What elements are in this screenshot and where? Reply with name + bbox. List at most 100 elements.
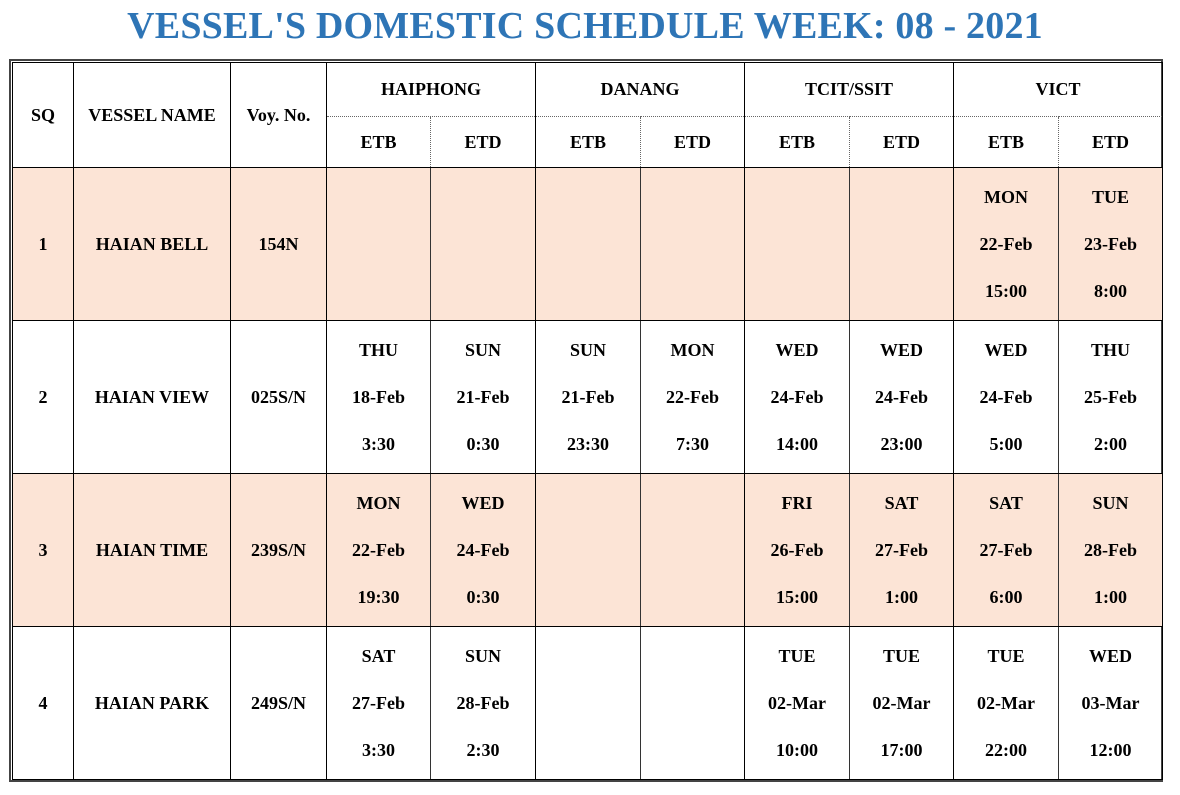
vict-etb-entry: SAT 27-Feb 6:00: [954, 493, 1058, 607]
schedule-date: 28-Feb: [1084, 540, 1138, 560]
schedule-time: 14:00: [776, 434, 819, 454]
haiphong-etb-cell: THU 18-Feb 3:30: [326, 320, 431, 474]
header-port-danang: DANANG: [535, 62, 746, 117]
vict-etd-cell: WED 03-Mar 12:00: [1058, 626, 1164, 780]
vict-etd-entry: WED 03-Mar 12:00: [1059, 646, 1162, 760]
schedule-day: MON: [984, 187, 1029, 207]
schedule-time: 12:00: [1089, 740, 1132, 760]
header-danang-etb: ETB: [535, 116, 642, 168]
schedule-day: SAT: [989, 493, 1023, 513]
haiphong-etd-cell: SUN 21-Feb 0:30: [429, 320, 537, 474]
schedule-date: 24-Feb: [979, 387, 1033, 407]
vessel-name: HAIAN BELL: [73, 167, 231, 321]
schedule-time: 5:00: [989, 434, 1023, 454]
danang-etb-cell: [535, 473, 642, 627]
schedule-time: 3:30: [362, 434, 395, 454]
schedule-date: 03-Mar: [1081, 693, 1140, 713]
schedule-day: WED: [880, 340, 924, 360]
header-danang-etd: ETD: [640, 116, 746, 168]
danang-etd-cell: MON 22-Feb 7:30: [640, 320, 746, 474]
schedule-date: 02-Mar: [768, 693, 826, 713]
schedule-day: MON: [356, 493, 401, 513]
schedule-day: SUN: [465, 646, 502, 666]
haiphong-etb-entry: THU 18-Feb 3:30: [327, 340, 430, 454]
header-port-haiphong: HAIPHONG: [325, 62, 537, 117]
schedule-time: 22:00: [985, 740, 1028, 760]
schedule-date: 18-Feb: [352, 387, 405, 407]
schedule-time: 19:30: [357, 587, 400, 607]
schedule-time: 2:00: [1094, 434, 1128, 454]
header-sq: SQ: [12, 62, 74, 168]
haiphong-etb-cell: [326, 167, 431, 321]
haiphong-etd-cell: WED 24-Feb 0:30: [429, 473, 537, 627]
header-port-tcit-ssit: TCIT/SSIT: [744, 62, 955, 117]
schedule-date: 22-Feb: [352, 540, 405, 560]
row-sq: 2: [12, 320, 74, 474]
vict-etd-cell: THU 25-Feb 2:00: [1058, 320, 1164, 474]
haiphong-etd-entry: SUN 28-Feb 2:30: [431, 646, 535, 760]
vict-etb-cell: TUE 02-Mar 22:00: [953, 626, 1060, 780]
vict-etb-cell: MON 22-Feb 15:00: [953, 167, 1060, 321]
page-title: VESSEL'S DOMESTIC SCHEDULE WEEK: 08 - 20…: [127, 5, 1043, 47]
schedule-table: SQ VESSEL NAME Voy. No. HAIPHONG DANANG …: [12, 62, 1164, 780]
schedule-time: 1:00: [885, 587, 919, 607]
header-voy-no: Voy. No.: [230, 62, 327, 168]
schedule-date: 24-Feb: [770, 387, 824, 407]
danang-etd-cell: [640, 167, 746, 321]
schedule-time: 10:00: [776, 740, 819, 760]
tcit-etb-cell: TUE 02-Mar 10:00: [744, 626, 851, 780]
schedule-date: 21-Feb: [561, 387, 615, 407]
schedule-date: 27-Feb: [875, 540, 929, 560]
vict-etd-entry: SUN 28-Feb 1:00: [1059, 493, 1162, 607]
schedule-day: SUN: [465, 340, 502, 360]
tcit-etd-cell: SAT 27-Feb 1:00: [849, 473, 955, 627]
voyage-number: 154N: [230, 167, 327, 321]
header-row-ports: SQ VESSEL NAME Voy. No. HAIPHONG DANANG …: [12, 62, 1164, 168]
header-vict-etb: ETB: [953, 116, 1060, 168]
voyage-number: 249S/N: [230, 626, 327, 780]
schedule-time: 23:30: [567, 434, 610, 454]
schedule-day: SAT: [884, 493, 919, 513]
schedule-date: 25-Feb: [1084, 387, 1138, 407]
schedule-date: 28-Feb: [456, 693, 510, 713]
danang-etd-cell: [640, 626, 746, 780]
schedule-day: WED: [775, 340, 819, 360]
tcit-etb-entry: FRI 26-Feb 15:00: [745, 493, 849, 607]
schedule-date: 24-Feb: [875, 387, 929, 407]
haiphong-etd-cell: [429, 167, 537, 321]
schedule-day: THU: [1091, 340, 1131, 360]
header-tcit-etb: ETB: [744, 116, 851, 168]
header-tcit-etd: ETD: [849, 116, 955, 168]
voyage-number: 025S/N: [230, 320, 327, 474]
danang-etb-entry: SUN 21-Feb 23:30: [536, 340, 640, 454]
haiphong-etd-cell: SUN 28-Feb 2:30: [429, 626, 537, 780]
schedule-row: 3 HAIAN TIME 239S/N MON 22-Feb 19:30 WED 24-Feb…: [12, 473, 1164, 627]
schedule-time: 8:00: [1094, 281, 1128, 301]
tcit-etb-entry: WED 24-Feb 14:00: [745, 340, 849, 454]
schedule-time: 6:00: [989, 587, 1023, 607]
row-sq: 3: [12, 473, 74, 627]
vict-etd-cell: TUE 23-Feb 8:00: [1058, 167, 1164, 321]
schedule-date: 24-Feb: [456, 540, 510, 560]
tcit-etd-entry: SAT 27-Feb 1:00: [850, 493, 953, 607]
schedule-time: 15:00: [985, 281, 1028, 301]
schedule-table-frame: SQ VESSEL NAME Voy. No. HAIPHONG DANANG …: [9, 59, 1164, 782]
danang-etb-cell: [535, 167, 642, 321]
vict-etd-entry: THU 25-Feb 2:00: [1059, 340, 1162, 454]
schedule-date: 27-Feb: [352, 693, 405, 713]
tcit-etb-cell: [744, 167, 851, 321]
header-vict-etd: ETD: [1058, 116, 1164, 168]
schedule-time: 3:30: [362, 740, 395, 760]
haiphong-etd-entry: SUN 21-Feb 0:30: [431, 340, 535, 454]
danang-etd-cell: [640, 473, 746, 627]
tcit-etb-cell: FRI 26-Feb 15:00: [744, 473, 851, 627]
haiphong-etb-entry: MON 22-Feb 19:30: [327, 493, 430, 607]
haiphong-etd-entry: WED 24-Feb 0:30: [431, 493, 535, 607]
vict-etd-entry: TUE 23-Feb 8:00: [1059, 187, 1162, 301]
schedule-day: SAT: [361, 646, 396, 666]
schedule-day: WED: [1089, 646, 1133, 666]
schedule-day: WED: [984, 340, 1028, 360]
haiphong-etb-entry: SAT 27-Feb 3:30: [327, 646, 430, 760]
schedule-row: 2 HAIAN VIEW 025S/N THU 18-Feb 3:30 SUN 21-Feb 0…: [12, 320, 1164, 474]
tcit-etb-entry: TUE 02-Mar 10:00: [745, 646, 849, 760]
